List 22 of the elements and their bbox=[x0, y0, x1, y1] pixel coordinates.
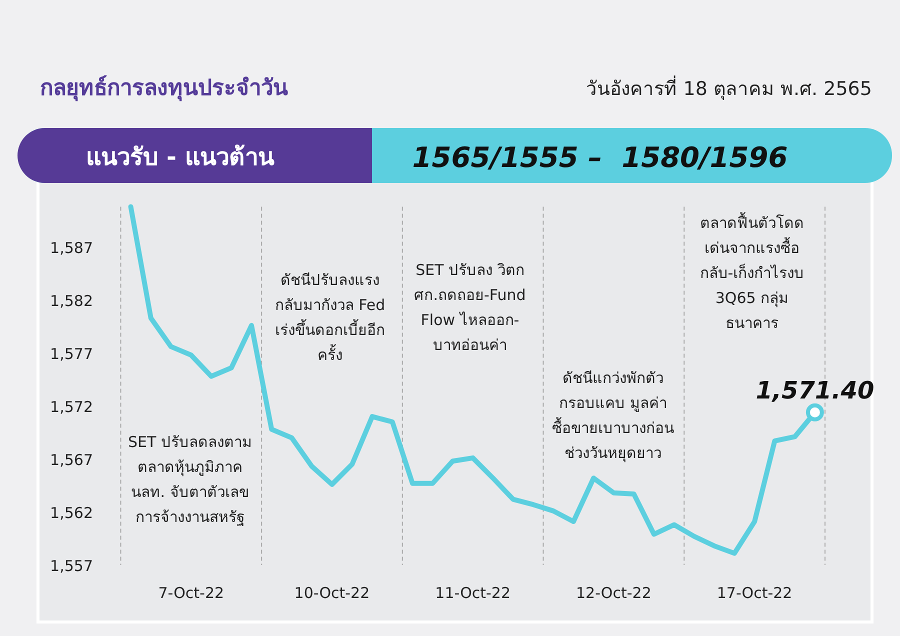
text: 1565/1555 – 1580/1596 bbox=[412, 141, 788, 174]
y-tick-label: 1,572 bbox=[50, 398, 93, 416]
chart-subtitle: วันอังคารที่ 18 ตุลาคม พ.ศ. 2565 bbox=[586, 75, 872, 101]
annotation: ดัชนีปรับลงแรง กลับมากังวล Fed เร่งขึ้นดอกเบี้ยอีก ครั้ง bbox=[274, 271, 386, 364]
annotation: SET ปรับลง วิตก ศก.ถดถอย-Fund Flow ไหลออก- บาทอ่อนค่า bbox=[414, 261, 526, 354]
y-tick-label: 1,582 bbox=[50, 292, 93, 310]
x-tick-label: 11-Oct-22 bbox=[435, 584, 511, 602]
data-label: 1,571.40 bbox=[756, 376, 874, 404]
y-tick-label: 1,567 bbox=[50, 450, 93, 469]
y-tick-label: 1,577 bbox=[50, 344, 93, 363]
y-tick-label: 1,562 bbox=[50, 504, 93, 522]
x-tick-label: 10-Oct-22 bbox=[294, 584, 370, 602]
annotation: SET ปรับลดลงตาม ตลาดหุ้นภูมิภาค นลท. จับตาตัวเลข การจ้างงานสหรัฐ bbox=[128, 433, 252, 526]
y-tick-label: 1,557 bbox=[50, 557, 93, 575]
annotation: ตลาดฟื้นตัวโดด เด่นจากแรงซื้อ กลับ-เก็งกำไรงบ 3Q65 กลุ่ม ธนาคาร bbox=[700, 212, 804, 332]
annotation: ดัชนีแกว่งพักตัว กรอบแคบ มูลค่า ซื้อขายเบาบางก่อน ช่วงวันหยุดยาว bbox=[552, 369, 674, 463]
text: แนวรับ - แนวต้าน bbox=[86, 143, 275, 171]
x-tick-label: 12-Oct-22 bbox=[576, 584, 652, 602]
x-tick-label: 7-Oct-22 bbox=[158, 584, 224, 602]
x-tick-label: 17-Oct-22 bbox=[716, 584, 792, 602]
y-tick-label: 1,587 bbox=[50, 238, 93, 257]
chart-title: กลยุทธ์การลงทุนประจำวัน bbox=[40, 75, 288, 102]
